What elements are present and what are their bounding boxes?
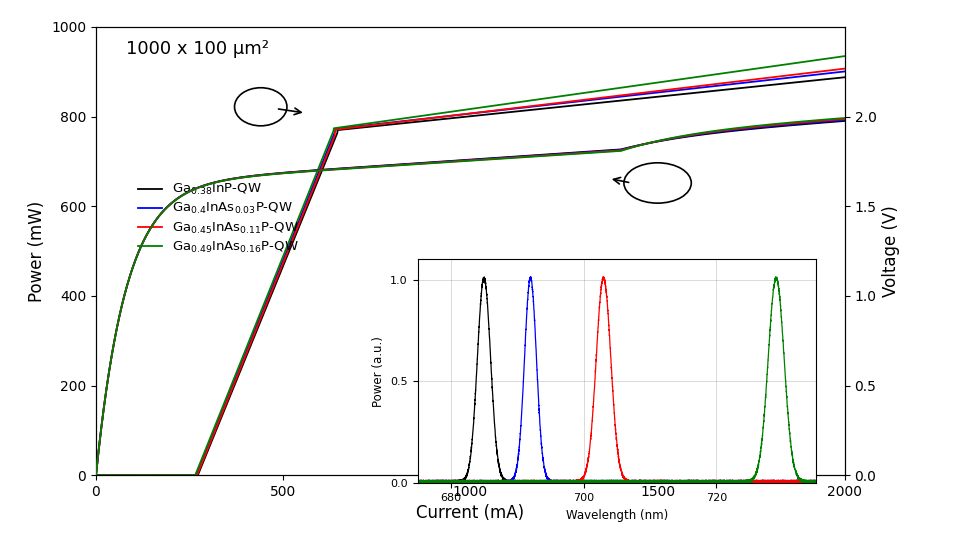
Ga$_{0.38}$InP-QW (839, 74, 851, 80)
Ga$_{0.45}$InAs$_{0.11}$P-QW (90, 472, 102, 478)
Ga$_{0.49}$InAs$_{0.16}$P-QW (816, 56, 828, 63)
Ga$_{0.45}$InAs$_{0.11}$P-QW (635, 90, 646, 96)
Ga$_{0.4}$InAs$_{0.03}$P-QW (816, 71, 828, 77)
Ga$_{0.45}$InAs$_{0.11}$P-QW (816, 68, 828, 75)
Ga$_{0.49}$InAs$_{0.16}$P-QW (90, 472, 102, 478)
Y-axis label: Power (a.u.): Power (a.u.) (372, 336, 385, 407)
X-axis label: Wavelength (nm): Wavelength (nm) (565, 509, 668, 522)
Ga$_{0.45}$InAs$_{0.11}$P-QW (779, 72, 790, 79)
Ga$_{0.4}$InAs$_{0.03}$P-QW (635, 91, 646, 98)
Ga$_{0.49}$InAs$_{0.16}$P-QW (411, 113, 422, 120)
Ga$_{0.49}$InAs$_{0.16}$P-QW (779, 62, 790, 68)
Y-axis label: Voltage (V): Voltage (V) (882, 205, 900, 297)
Ga$_{0.45}$InAs$_{0.11}$P-QW (446, 112, 458, 119)
Ga$_{0.38}$InP-QW (405, 119, 417, 126)
Ga$_{0.4}$InAs$_{0.03}$P-QW (90, 472, 102, 478)
Ga$_{0.4}$InAs$_{0.03}$P-QW (405, 117, 417, 124)
Legend: Ga$_{0.38}$InP-QW, Ga$_{0.4}$InAs$_{0.03}$P-QW, Ga$_{0.45}$InAs$_{0.11}$P-QW, Ga: Ga$_{0.38}$InP-QW, Ga$_{0.4}$InAs$_{0.03… (132, 177, 304, 260)
Ga$_{0.38}$InP-QW (816, 76, 828, 83)
Ga$_{0.45}$InAs$_{0.11}$P-QW (411, 117, 422, 123)
Ga$_{0.45}$InAs$_{0.11}$P-QW (405, 117, 417, 124)
X-axis label: Current (mA): Current (mA) (417, 504, 524, 523)
Line: Ga$_{0.38}$InP-QW: Ga$_{0.38}$InP-QW (96, 77, 845, 475)
Ga$_{0.45}$InAs$_{0.11}$P-QW (839, 65, 851, 72)
Ga$_{0.4}$InAs$_{0.03}$P-QW (411, 117, 422, 123)
Ga$_{0.49}$InAs$_{0.16}$P-QW (635, 82, 646, 88)
Y-axis label: Power (mW): Power (mW) (28, 200, 45, 302)
Text: 1000 x 100 μm²: 1000 x 100 μm² (126, 40, 269, 58)
Ga$_{0.4}$InAs$_{0.03}$P-QW (446, 112, 458, 119)
Ga$_{0.49}$InAs$_{0.16}$P-QW (446, 109, 458, 115)
Ga$_{0.4}$InAs$_{0.03}$P-QW (779, 75, 790, 82)
Ga$_{0.49}$InAs$_{0.16}$P-QW (839, 53, 851, 59)
Ga$_{0.38}$InP-QW (90, 472, 102, 478)
Ga$_{0.49}$InAs$_{0.16}$P-QW (405, 114, 417, 120)
Ga$_{0.38}$InP-QW (411, 119, 422, 125)
Ga$_{0.38}$InP-QW (635, 96, 646, 102)
Ga$_{0.38}$InP-QW (779, 80, 790, 87)
Line: Ga$_{0.45}$InAs$_{0.11}$P-QW: Ga$_{0.45}$InAs$_{0.11}$P-QW (96, 69, 845, 475)
Line: Ga$_{0.4}$InAs$_{0.03}$P-QW: Ga$_{0.4}$InAs$_{0.03}$P-QW (96, 71, 845, 475)
Ga$_{0.38}$InP-QW (446, 115, 458, 122)
Line: Ga$_{0.49}$InAs$_{0.16}$P-QW: Ga$_{0.49}$InAs$_{0.16}$P-QW (96, 56, 845, 475)
Ga$_{0.4}$InAs$_{0.03}$P-QW (839, 68, 851, 75)
